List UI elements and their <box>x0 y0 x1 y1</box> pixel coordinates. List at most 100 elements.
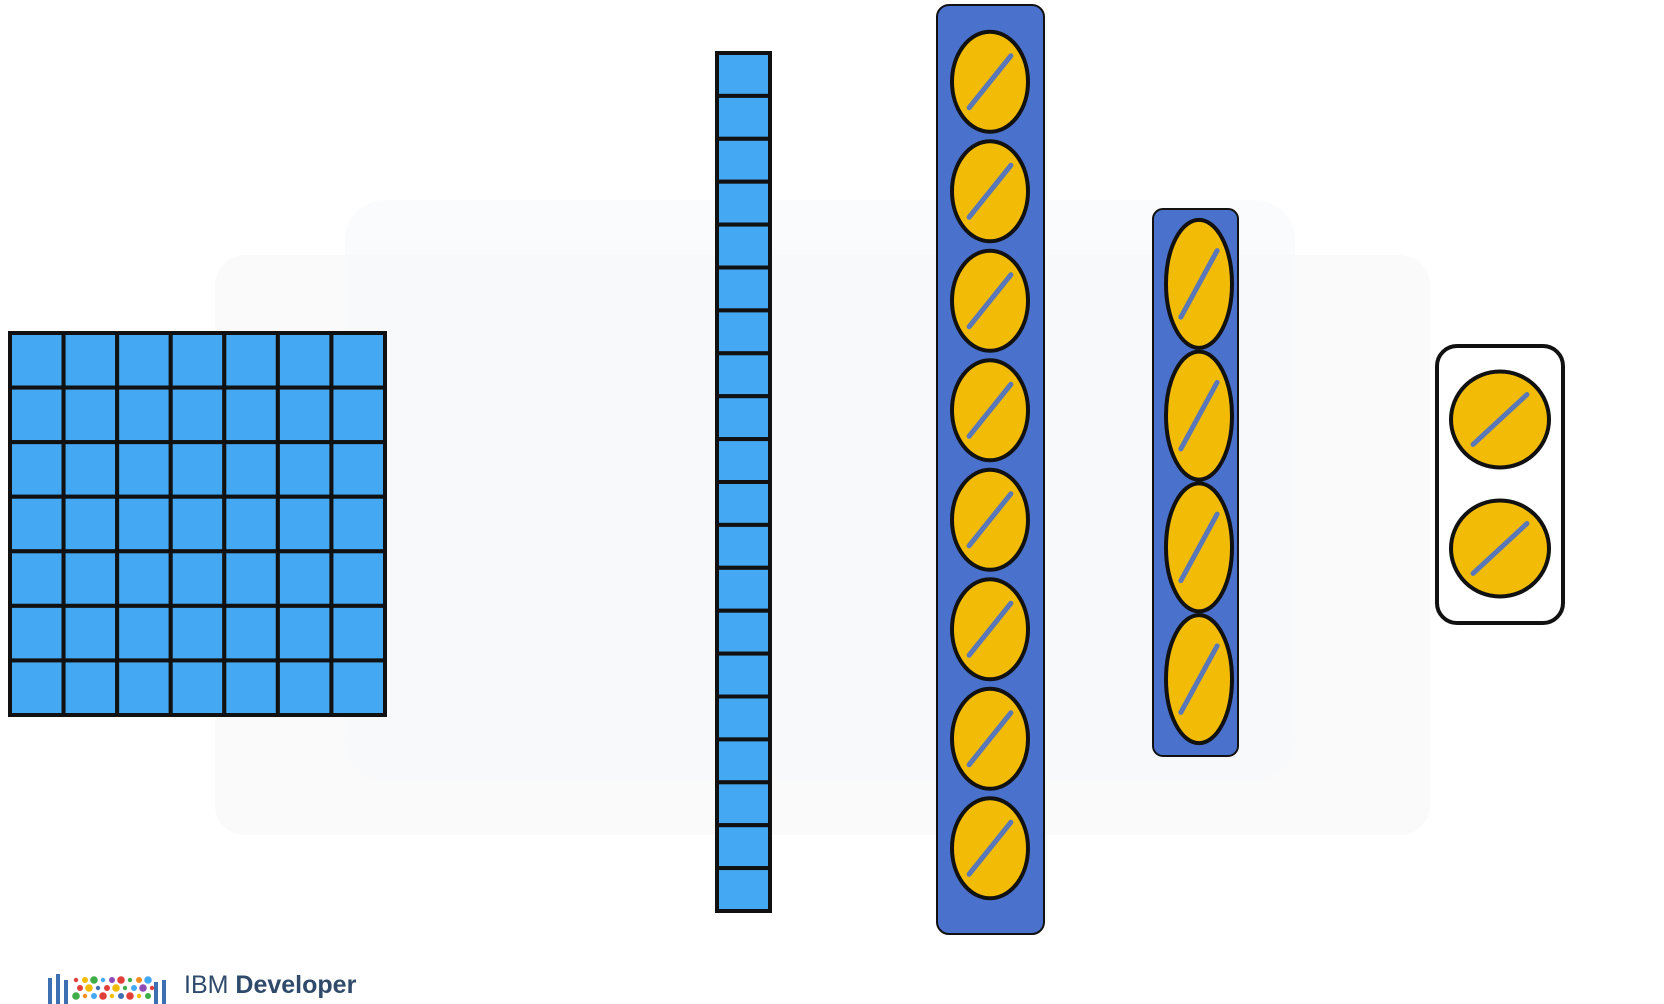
input-pixel-cell <box>168 440 227 499</box>
vector-cell <box>715 522 772 570</box>
flattened-input-vector <box>715 51 772 913</box>
vector-cell <box>715 480 772 527</box>
input-pixel-cell <box>168 658 227 718</box>
input-pixel-cell <box>222 331 280 390</box>
linear-activation-slash-icon <box>1470 521 1530 576</box>
logo-dot <box>127 977 133 983</box>
logo-dot <box>90 976 98 984</box>
logo-dot <box>136 977 142 983</box>
logo-dot <box>73 977 79 983</box>
input-pixel-cell <box>115 494 173 554</box>
ghost-background <box>215 200 1430 835</box>
input-pixel-cell <box>61 603 120 663</box>
logo-dot <box>122 985 128 991</box>
input-pixel-cell <box>61 549 120 608</box>
vector-cell <box>715 265 772 313</box>
vector-cell <box>715 93 772 141</box>
input-pixel-cell <box>329 603 387 663</box>
linear-activation-slash-icon <box>966 819 1014 877</box>
brand-label: IBM Developer <box>184 966 356 1004</box>
input-pixel-cell <box>275 658 334 718</box>
input-pixel-cell <box>222 603 280 663</box>
logo-bar <box>64 980 68 1004</box>
logo-dot <box>149 985 155 991</box>
vector-cell <box>715 179 772 227</box>
logo-dot <box>91 993 97 999</box>
vector-cell <box>715 437 772 485</box>
ibm-developer-dots-logo-icon <box>48 974 166 1004</box>
logo-dot <box>112 984 120 992</box>
logo-dot <box>109 993 115 999</box>
neuron <box>950 686 1030 791</box>
logo-dot <box>85 984 93 992</box>
linear-activation-slash-icon <box>966 272 1014 330</box>
logo-dot <box>131 985 137 991</box>
linear-activation-slash-icon <box>966 600 1014 658</box>
input-pixel-cell <box>115 331 173 390</box>
input-pixel-cell <box>275 603 334 663</box>
input-pixel-cell <box>222 494 280 554</box>
linear-activation-slash-icon <box>1470 392 1530 447</box>
input-pixel-cell <box>115 658 173 718</box>
input-pixel-cell <box>61 658 120 718</box>
logo-dot <box>139 984 147 992</box>
vector-cell <box>715 694 772 742</box>
neuron <box>950 139 1030 244</box>
logo-dot <box>72 992 80 1000</box>
hidden-layer-2 <box>1152 208 1239 757</box>
logo-bar <box>56 974 60 1004</box>
input-pixel-cell <box>61 331 120 390</box>
input-image-grid <box>8 331 387 718</box>
input-pixel-cell <box>275 385 334 445</box>
input-pixel-cell <box>222 440 280 499</box>
vector-cell <box>715 565 772 613</box>
vector-cell <box>715 351 772 399</box>
brand-name: Developer <box>235 971 357 999</box>
neuron <box>950 358 1030 463</box>
vector-cell <box>715 222 772 270</box>
logo-dot <box>145 993 151 999</box>
neuron <box>1449 369 1551 470</box>
logo-dot <box>82 977 88 983</box>
input-pixel-cell <box>275 549 334 608</box>
vector-cell <box>715 308 772 356</box>
linear-activation-slash-icon <box>1178 511 1220 584</box>
input-pixel-cell <box>115 385 173 445</box>
input-pixel-cell <box>8 658 66 718</box>
input-pixel-cell <box>168 331 227 390</box>
neuron <box>950 248 1030 353</box>
logo-dot <box>100 977 106 983</box>
input-pixel-cell <box>8 440 66 499</box>
input-pixel-cell <box>275 494 334 554</box>
vector-cell <box>715 608 772 656</box>
logo-dot <box>77 985 83 991</box>
input-pixel-cell <box>329 494 387 554</box>
ghost-panel <box>345 200 1295 780</box>
input-pixel-cell <box>168 385 227 445</box>
neuron <box>1164 613 1234 746</box>
input-pixel-cell <box>61 494 120 554</box>
input-pixel-cell <box>329 331 387 390</box>
linear-activation-slash-icon <box>966 381 1014 439</box>
input-pixel-cell <box>8 331 66 390</box>
neuron <box>1164 481 1234 614</box>
logo-dot <box>117 976 125 984</box>
input-pixel-cell <box>329 440 387 499</box>
input-pixel-cell <box>275 440 334 499</box>
logo-dot <box>144 976 152 984</box>
neuron <box>1164 217 1234 350</box>
ibm-developer-brand: IBM Developer <box>46 966 356 1004</box>
logo-dot <box>109 977 115 983</box>
logo-dot <box>126 992 134 1000</box>
vector-cell <box>715 394 772 442</box>
neuron <box>950 467 1030 572</box>
neuron <box>1449 498 1551 599</box>
neuron <box>950 29 1030 134</box>
linear-activation-slash-icon <box>1178 379 1220 452</box>
linear-activation-slash-icon <box>966 491 1014 549</box>
logo-dot <box>136 993 142 999</box>
vector-cell <box>715 780 772 828</box>
linear-activation-slash-icon <box>966 162 1014 220</box>
input-pixel-cell <box>115 440 173 499</box>
